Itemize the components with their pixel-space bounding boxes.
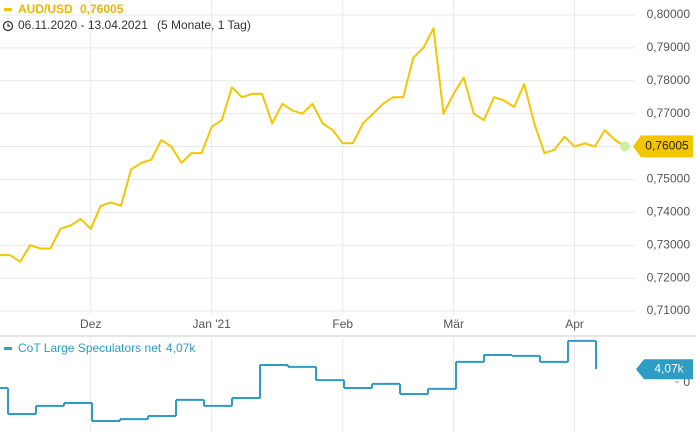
period: (5 Monate, 1 Tag) [157,18,251,32]
clock-icon [2,20,14,32]
value-badge [636,359,693,380]
x-tick-label: Jan '21 [193,317,232,331]
clock-hands [7,23,10,27]
legend-swatch [4,8,12,11]
value-badge-label: 4,07k [654,361,684,375]
y-tick-label: 0,75000 [647,172,691,186]
legend-label: CoT Large Speculators net [18,341,162,355]
legend: CoT Large Speculators net 4,07k [4,341,196,355]
y-tick-label: 0,71000 [647,303,691,317]
y-tick-label: 0,77000 [647,106,691,120]
x-tick-label: Apr [565,317,584,331]
price-line [0,27,626,263]
date-range: 06.11.2020 - 13.04.2021 [18,18,148,32]
y-tick-label: 0,74000 [647,205,691,219]
y-tick-label: 0,72000 [647,270,691,284]
x-tick-label: Feb [332,317,353,331]
y-tick-label: 0,78000 [647,73,691,87]
y-tick-label: 0,80000 [647,7,691,21]
y-tick-label: 0 [683,375,690,389]
value-badge-label: 0,76005 [645,139,689,153]
legend: AUD/USD 0,76005 06.11.2020 - 13.04.2021 … [2,2,251,32]
legend-label: AUD/USD [18,2,73,16]
x-tick-label: Dez [80,317,101,331]
x-tick-label: Mär [443,317,464,331]
y-tick-label: 0,73000 [647,237,691,251]
legend-swatch [4,347,12,350]
legend-value: 4,07k [166,341,196,355]
y-tick-label: 0,79000 [647,40,691,54]
value-badge [633,135,693,158]
last-point [620,141,630,152]
legend-value: 0,76005 [80,2,124,16]
